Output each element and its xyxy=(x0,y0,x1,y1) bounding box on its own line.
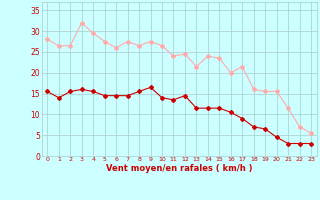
X-axis label: Vent moyen/en rafales ( km/h ): Vent moyen/en rafales ( km/h ) xyxy=(106,164,252,173)
